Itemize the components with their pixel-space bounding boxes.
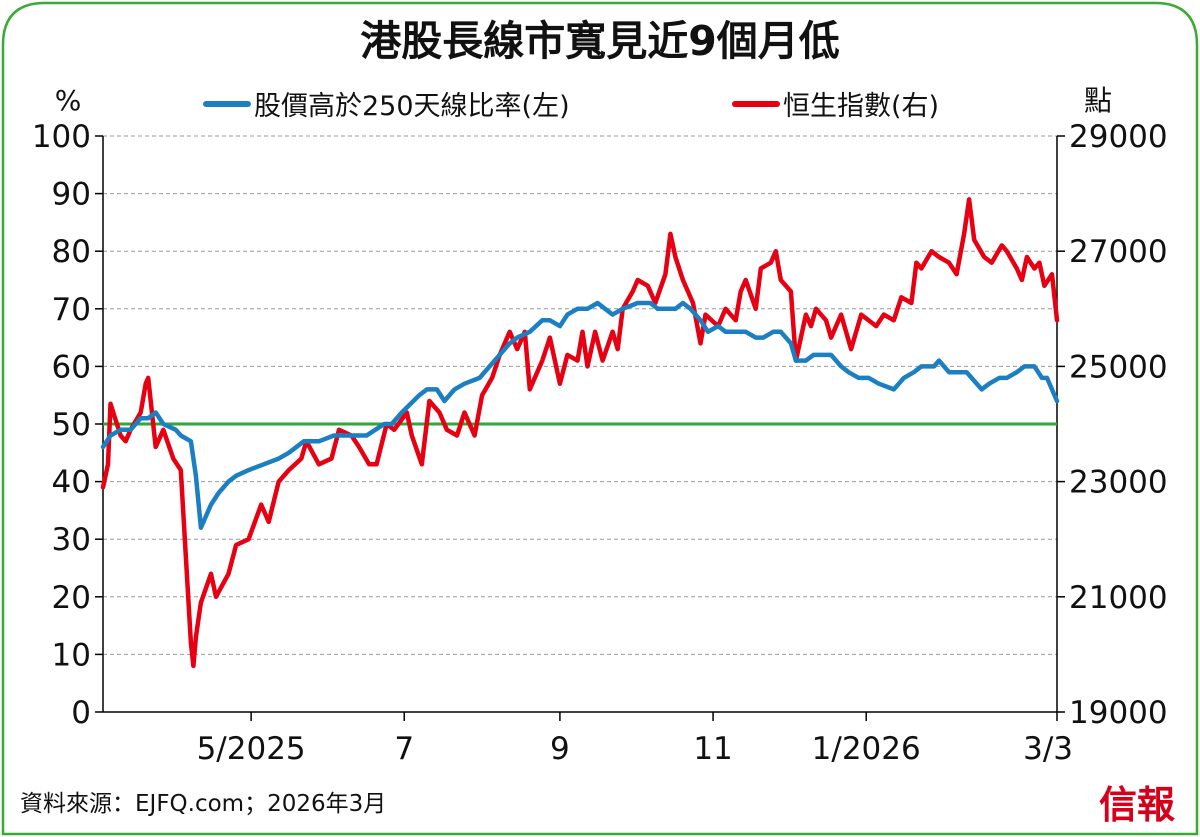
x-tick-label: 7 (394, 731, 414, 767)
chart-title: 港股長線市寬見近9個月低 (360, 17, 840, 65)
source-note: 資料來源：EJFQ.com；2026年3月 (20, 791, 386, 817)
right-tick-label: 21000 (1069, 580, 1168, 616)
left-axis-unit: % (55, 84, 82, 117)
left-tick-label: 20 (52, 580, 91, 616)
legend-label-hsi: 恒生指數(右) (783, 91, 939, 122)
right-tick-label: 25000 (1069, 349, 1168, 385)
x-tick-label: 3/3 (1023, 731, 1073, 767)
left-tick-label: 60 (52, 349, 91, 385)
right-tick-label: 23000 (1069, 465, 1168, 501)
breadth-series-line (100, 300, 1060, 530)
plot-area: 1009080706050403020100290002700025000230… (32, 119, 1168, 767)
left-tick-label: 30 (52, 522, 91, 558)
hsi-series-line (100, 197, 1060, 669)
x-tick-label: 5/2025 (197, 731, 306, 767)
left-tick-label: 40 (52, 465, 91, 501)
left-tick-label: 0 (71, 695, 91, 731)
right-axis-unit: 點 (1084, 84, 1112, 117)
left-tick-label: 70 (52, 292, 91, 328)
left-tick-label: 10 (52, 637, 91, 673)
x-tick-label: 1/2026 (812, 731, 921, 767)
left-tick-label: 50 (52, 407, 91, 443)
right-tick-label: 29000 (1069, 119, 1168, 155)
x-tick-label: 11 (693, 731, 732, 767)
x-tick-label: 9 (550, 731, 570, 767)
right-tick-label: 19000 (1069, 695, 1168, 731)
left-tick-label: 80 (52, 234, 91, 270)
legend: 股價高於250天線比率(左) 恒生指數(右) (203, 91, 939, 122)
legend-label-breadth: 股價高於250天線比率(左) (254, 91, 570, 122)
left-tick-label: 90 (52, 177, 91, 213)
brand-logo: 信報 (1099, 783, 1175, 827)
right-tick-label: 27000 (1069, 234, 1168, 270)
left-tick-label: 100 (32, 119, 91, 155)
